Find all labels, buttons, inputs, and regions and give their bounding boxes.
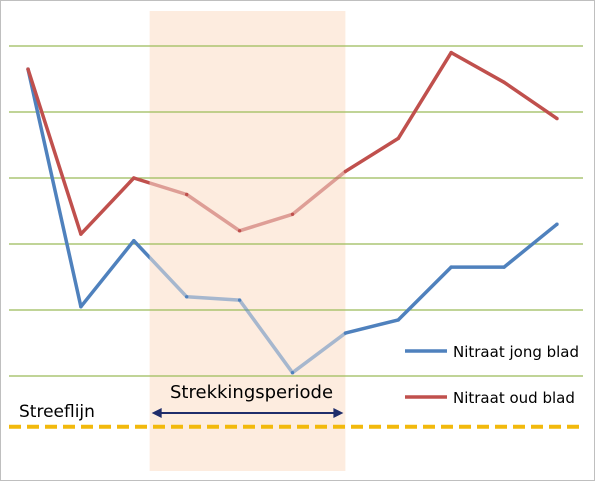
series-1-point [555, 222, 559, 226]
series-1-point [396, 318, 400, 322]
series-2-point [290, 212, 295, 216]
series-1-point [449, 265, 453, 269]
band-arrow-right-head [333, 408, 344, 418]
series-1-point [79, 305, 83, 309]
series-2-point [79, 232, 83, 236]
series-2-point [237, 229, 242, 233]
series-2-point [502, 80, 506, 85]
series-2-point [396, 136, 400, 141]
legend-label: Nitraat oud blad [453, 389, 575, 407]
band-arrow-left-head [151, 408, 162, 418]
series-2-point [185, 192, 189, 197]
highlight-band-label: Strekkingsperiode [170, 382, 333, 403]
series-2-point [343, 169, 348, 174]
series-1-point [237, 298, 242, 302]
series-1-point [132, 239, 136, 243]
series-1-point [502, 265, 506, 269]
series-2-point [26, 67, 30, 71]
series-2-point [132, 176, 136, 180]
reference-line-label: Streeflijn [19, 402, 95, 422]
series-2-point [449, 50, 453, 55]
series-1-point [290, 371, 295, 375]
highlight-band [149, 11, 346, 471]
series-1-point [343, 331, 348, 335]
series-2-point [555, 116, 559, 121]
series-1-point [185, 295, 189, 299]
legend-label: Nitraat jong blad [453, 343, 579, 361]
